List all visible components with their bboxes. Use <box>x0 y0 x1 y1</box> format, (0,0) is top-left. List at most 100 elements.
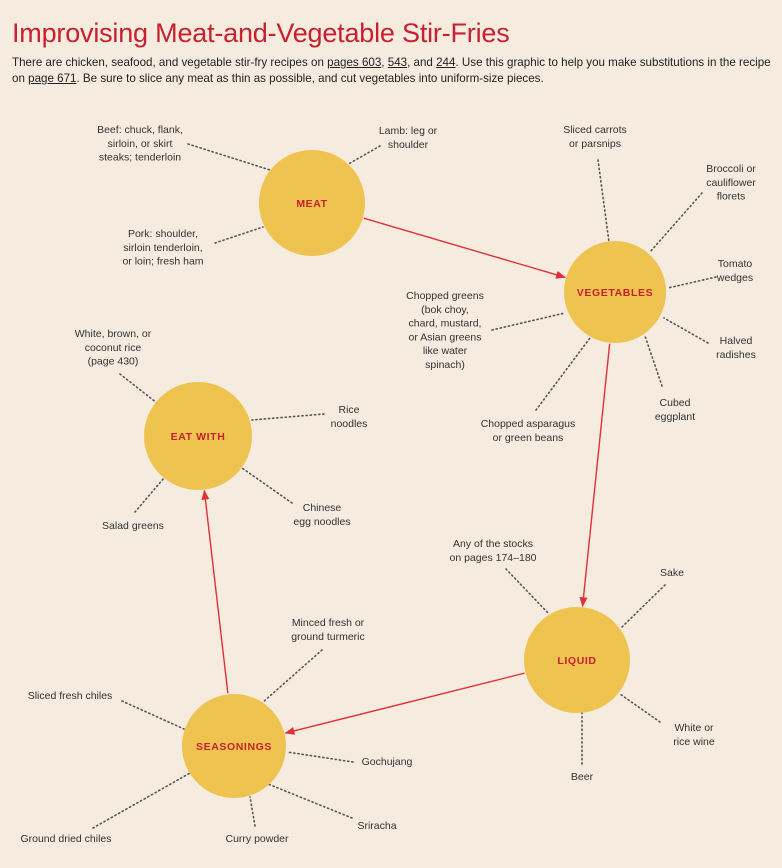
ingredient-stocks: Any of the stocks on pages 174–180 <box>450 538 537 564</box>
ingredient-label-line: Broccoli or <box>706 163 756 175</box>
ingredient-carrots: Sliced carrots or parsnips <box>563 124 627 150</box>
ingredient-label-line: Sriracha <box>357 820 396 832</box>
connector-fresh-chiles <box>121 700 185 730</box>
ingredient-label-line: spinach) <box>425 359 465 371</box>
ingredient-label-line: or loin; fresh ham <box>122 256 203 268</box>
connector-gochujang <box>286 751 354 763</box>
connector-sake <box>621 584 666 628</box>
connector-dried-chiles <box>92 772 191 829</box>
ingredient-label-line: rice wine <box>673 736 715 748</box>
ingredient-label-line: sirloin, or skirt <box>108 138 173 150</box>
ingredient-label-line: Pork: shoulder, <box>128 228 198 240</box>
ingredient-label-line: eggplant <box>655 411 695 423</box>
ingredient-label-line: sirloin tenderloin, <box>123 242 202 254</box>
connector-wine <box>619 693 661 723</box>
connector-stocks <box>505 568 550 615</box>
node-circle <box>524 607 630 713</box>
ingredient-lamb: Lamb: leg or shoulder <box>379 125 438 151</box>
ingredient-tomato: Tomato wedges <box>716 258 753 284</box>
node-liquid: LIQUID <box>524 607 630 713</box>
ingredient-asparagus: Chopped asparagus or green beans <box>481 418 576 444</box>
ingredient-label-line: White, brown, or <box>75 328 152 340</box>
flow-arrow-liquid-to-seasonings <box>284 672 525 735</box>
connector-carrots <box>597 159 610 243</box>
connector-rice <box>119 373 163 408</box>
ingredient-label-line: or green beans <box>493 432 564 444</box>
connector-lamb <box>344 145 381 167</box>
ingredient-label-line: Lamb: leg or <box>379 125 438 137</box>
flow-arrow-seasonings-to-eat-with <box>201 489 229 694</box>
ingredient-eggplant: Cubed eggplant <box>655 397 695 423</box>
ingredient-salad: Salad greens <box>102 520 164 532</box>
ingredient-label-line: (bok choy, <box>421 304 469 316</box>
connector-lines <box>92 143 717 829</box>
connector-radishes <box>663 317 709 344</box>
node-label: VEGETABLES <box>577 287 653 299</box>
ingredient-sriracha: Sriracha <box>357 820 396 832</box>
ingredient-label-line: Beer <box>571 771 594 783</box>
flow-arrows <box>201 217 611 735</box>
ingredient-label-line: egg noodles <box>293 516 350 528</box>
ingredient-label-line: Chinese <box>303 502 342 514</box>
ingredient-pork: Pork: shoulder, sirloin tenderloin, or loi… <box>122 228 203 268</box>
ingredient-label-line: or Asian greens <box>409 331 482 343</box>
connector-pork <box>214 226 264 244</box>
ingredient-label-line: Minced fresh or <box>292 617 365 629</box>
intro-text: There are chicken, seafood, and vegetabl… <box>12 56 328 69</box>
intro-separator: , and <box>407 56 437 69</box>
connector-greens <box>491 312 566 331</box>
ingredient-label-line: cauliflower <box>706 177 756 189</box>
intro-text: . Be sure to slice any meat as thin as p… <box>76 72 544 85</box>
ingredient-label-line: noodles <box>331 418 368 430</box>
ingredient-label-line: ground turmeric <box>291 631 365 643</box>
flow-arrow-vegetables-to-liquid <box>579 343 611 608</box>
ingredient-label-line: wedges <box>716 272 753 284</box>
recipe-link-244[interactable]: 244 <box>436 56 456 69</box>
ingredient-radishes: Halved radishes <box>716 335 756 361</box>
connector-asparagus <box>535 337 591 411</box>
ingredient-beef: Beef: chuck, flank, sirloin, or skirt stea… <box>97 124 183 164</box>
connector-eggplant <box>644 335 663 387</box>
node-circle <box>144 382 252 490</box>
ingredient-label-line: radishes <box>716 349 756 361</box>
node-eat-with: EAT WITH <box>144 382 252 490</box>
ingredient-label-line: shoulder <box>388 139 429 151</box>
node-circle <box>259 150 365 256</box>
ingredient-label-line: Gochujang <box>362 756 413 768</box>
ingredient-label-line: steaks; tenderloin <box>99 152 181 164</box>
ingredient-label-line: (page 430) <box>88 356 139 368</box>
category-nodes: MEAT VEGETABLES EAT WITH LIQUID SEASONINGS <box>144 150 666 798</box>
ingredient-turmeric: Minced fresh or ground turmeric <box>291 617 365 643</box>
ingredient-label-line: Chopped greens <box>406 290 484 302</box>
recipe-link-page-671[interactable]: page 671 <box>28 72 77 85</box>
ingredient-rice: White, brown, or coconut rice (page 430) <box>75 328 152 368</box>
node-seasonings: SEASONINGS <box>182 694 286 798</box>
ingredient-label-line: Salad greens <box>102 520 164 532</box>
connector-broccoli <box>649 192 703 253</box>
ingredient-beer: Beer <box>571 771 594 783</box>
ingredient-sake: Sake <box>660 567 684 579</box>
connector-sriracha <box>267 783 353 819</box>
ingredient-label-line: Any of the stocks <box>453 538 533 550</box>
intro-separator: , <box>381 56 388 69</box>
connector-curry <box>249 796 256 827</box>
node-circle <box>564 241 666 343</box>
ingredient-dried-chiles: Ground dried chiles <box>20 833 111 845</box>
ingredient-label-line: Sake <box>660 567 684 579</box>
ingredient-labels: Beef: chuck, flank, sirloin, or skirt stea… <box>20 124 756 845</box>
ingredient-label-line: Sliced carrots <box>563 124 627 136</box>
ingredient-rice-noodles: Rice noodles <box>331 404 368 430</box>
page-title: Improvising Meat-and-Vegetable Stir-Frie… <box>12 18 510 48</box>
node-label: MEAT <box>296 198 327 210</box>
ingredient-label-line: Halved <box>720 335 753 347</box>
ingredient-label-line: chard, mustard, <box>409 318 482 330</box>
ingredient-label-line: Rice <box>338 404 359 416</box>
recipe-link-543[interactable]: 543 <box>387 56 408 69</box>
ingredient-label-line: Curry powder <box>225 833 289 845</box>
recipe-link-pages-603[interactable]: pages 603 <box>327 56 382 69</box>
ingredient-curry: Curry powder <box>225 833 289 845</box>
ingredient-label-line: on pages 174–180 <box>450 552 537 564</box>
ingredient-fresh-chiles: Sliced fresh chiles <box>28 690 113 702</box>
ingredient-label-line: Tomato <box>718 258 753 270</box>
connector-egg-noodles <box>241 467 293 504</box>
